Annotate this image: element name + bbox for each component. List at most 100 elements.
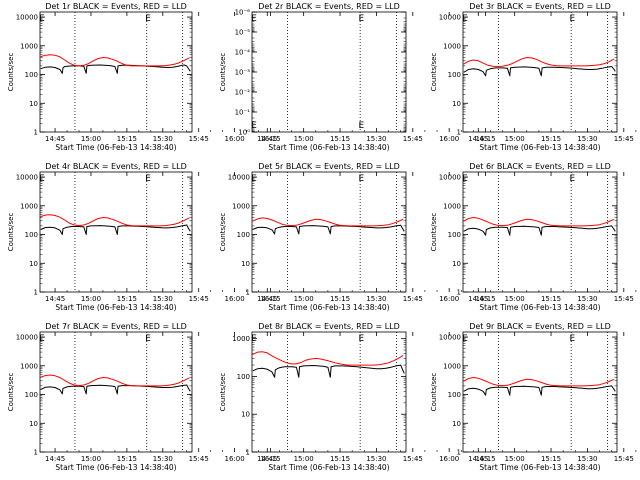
e-marker: E [359,174,365,184]
x-tick-label: 16:15 [475,135,495,143]
y-axis-label: Counts/sec [430,53,438,92]
series-line-lld [252,351,404,366]
e-marker: E [39,174,45,184]
y-tick-label: 10000 [16,334,38,342]
y-tick-label: 1000 [20,362,38,370]
series-line-events [463,385,616,396]
chart-panel-2: Det 2r BLACK = Events, RED = LLD Start Ti… [219,2,496,152]
y-tick-label: 100 [448,71,461,79]
y-tick-label: 10 [29,100,38,108]
x-tick-label: 14:45 [257,455,277,463]
x-tick-label: 15:00 [505,295,525,303]
x-tick-label: 15:00 [505,135,525,143]
plot-frame [462,171,618,293]
y-tick-label: 10 [29,420,38,428]
x-tick-label: 16:15 [260,455,280,463]
x-tick-label: 15:15 [541,295,561,303]
e-marker: E [359,14,365,24]
e-marker: E [570,14,576,24]
x-tick-label: 16:00 [225,135,245,143]
e-marker-bottom: E [251,121,257,131]
x-tick-label: 15:15 [117,295,137,303]
x-tick-label: 16:15 [260,135,280,143]
series-line-lld [463,57,615,67]
e-marker: E [570,334,576,344]
chart-panel-5: Det 5r BLACK = Events, RED = LLD Start Ti… [219,162,496,312]
x-tick-label: 15:00 [81,295,101,303]
x-tick-label: 15:15 [117,455,137,463]
chart-title: Det 6r BLACK = Events, RED = LLD [469,162,611,171]
x-tick-label: 15:00 [294,135,314,143]
x-tick-label: 15:45 [189,455,209,463]
y-tick-label: 10 [241,260,250,268]
y-tick-label: 100 [448,391,461,399]
e-marker: E [570,174,576,184]
y-tick-label: 1 [457,449,461,457]
e-marker: E [462,334,468,344]
plot-frame [39,11,193,133]
x-tick-label: 16:00 [439,455,459,463]
y-axis-label: Counts/sec [219,53,227,92]
y-tick-label: 100 [448,231,461,239]
y-tick-label: 10⁻² [235,89,251,97]
y-axis-label: Counts/sec [7,213,15,252]
chart-panel-8: Det 8r BLACK = Events, RED = LLD Start Ti… [219,322,496,472]
x-axis-label: Start Time (06-Feb-13 14:38:40) [479,463,600,472]
y-tick-label: 1000 [20,42,38,50]
y-tick-label: 1 [34,129,38,137]
y-tick-label: 1000 [232,202,250,210]
x-tick-label: 15:30 [153,455,173,463]
y-tick-label: 1000 [20,202,38,210]
e-marker: E [462,14,468,24]
series-line-events [40,224,191,235]
x-tick-label: 16:00 [225,455,245,463]
e-marker: E [251,174,257,184]
y-tick-label: 1000 [443,42,461,50]
x-tick-label: 15:45 [403,295,423,303]
plot-frame [39,331,193,453]
x-tick-label: 15:00 [505,455,525,463]
y-tick-label: 10000 [439,14,461,22]
x-tick-label: 15:15 [330,295,350,303]
y-tick-label: 10000 [439,174,461,182]
x-axis-label: Start Time (06-Feb-13 14:38:40) [55,303,176,312]
y-tick-label: 10⁻¹ [235,109,251,117]
x-tick-label: 15:45 [189,135,209,143]
x-tick-label: 14:45 [468,295,488,303]
x-tick-label: 16:00 [439,295,459,303]
chart-panel-1: Det 1r BLACK = Events, RED = LLD Start Ti… [7,2,281,152]
x-tick-label: 15:00 [294,295,314,303]
chart-panel-7: Det 7r BLACK = Events, RED = LLD Start Ti… [7,322,281,472]
x-axis-label: Start Time (06-Feb-13 14:38:40) [268,463,389,472]
x-tick-label: 14:45 [468,455,488,463]
plot-frame [462,11,618,133]
y-tick-label: 100 [25,71,38,79]
y-tick-label: 10 [452,100,461,108]
plot-frame [251,171,407,293]
chart-panel-3: Det 3r BLACK = Events, RED = LLD Start Ti… [430,2,637,152]
e-marker: E [251,334,257,344]
x-tick-label: 14:45 [45,455,65,463]
y-tick-label: 10 [452,420,461,428]
x-tick-label: 15:30 [366,455,386,463]
y-tick-label: 1 [457,129,461,137]
chart-title: Det 9r BLACK = Events, RED = LLD [469,322,611,331]
plot-frame [39,171,193,293]
y-tick-label: 10⁻⁵ [235,29,251,37]
chart-panel-9: Det 9r BLACK = Events, RED = LLD Start Ti… [430,322,637,472]
x-tick-label: 15:45 [614,455,634,463]
x-tick-label: 15:45 [403,135,423,143]
y-tick-label: 100 [25,391,38,399]
y-tick-label: 10000 [16,14,38,22]
chart-panel-4: Det 4r BLACK = Events, RED = LLD Start Ti… [7,162,281,312]
x-tick-label: 15:30 [153,135,173,143]
x-tick-label: 16:15 [260,295,280,303]
x-tick-label: 15:00 [81,455,101,463]
y-tick-label: 100 [237,231,250,239]
chart-title: Det 5r BLACK = Events, RED = LLD [258,162,400,171]
x-tick-label: 14:45 [257,135,277,143]
e-marker: E [145,334,151,344]
e-marker: E [145,14,151,24]
x-axis-label: Start Time (06-Feb-13 14:38:40) [55,143,176,152]
y-axis-label: Counts/sec [430,373,438,412]
